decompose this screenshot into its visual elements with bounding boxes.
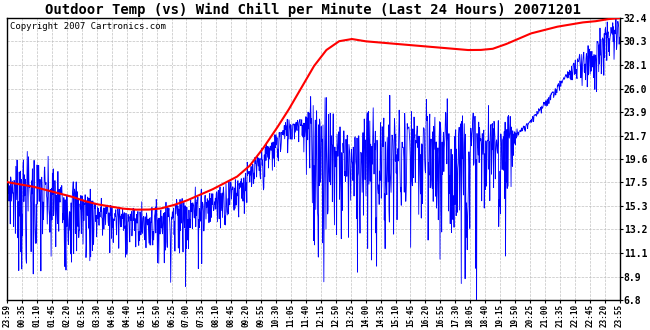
Title: Outdoor Temp (vs) Wind Chill per Minute (Last 24 Hours) 20071201: Outdoor Temp (vs) Wind Chill per Minute … xyxy=(46,3,581,17)
Text: Copyright 2007 Cartronics.com: Copyright 2007 Cartronics.com xyxy=(10,22,166,31)
